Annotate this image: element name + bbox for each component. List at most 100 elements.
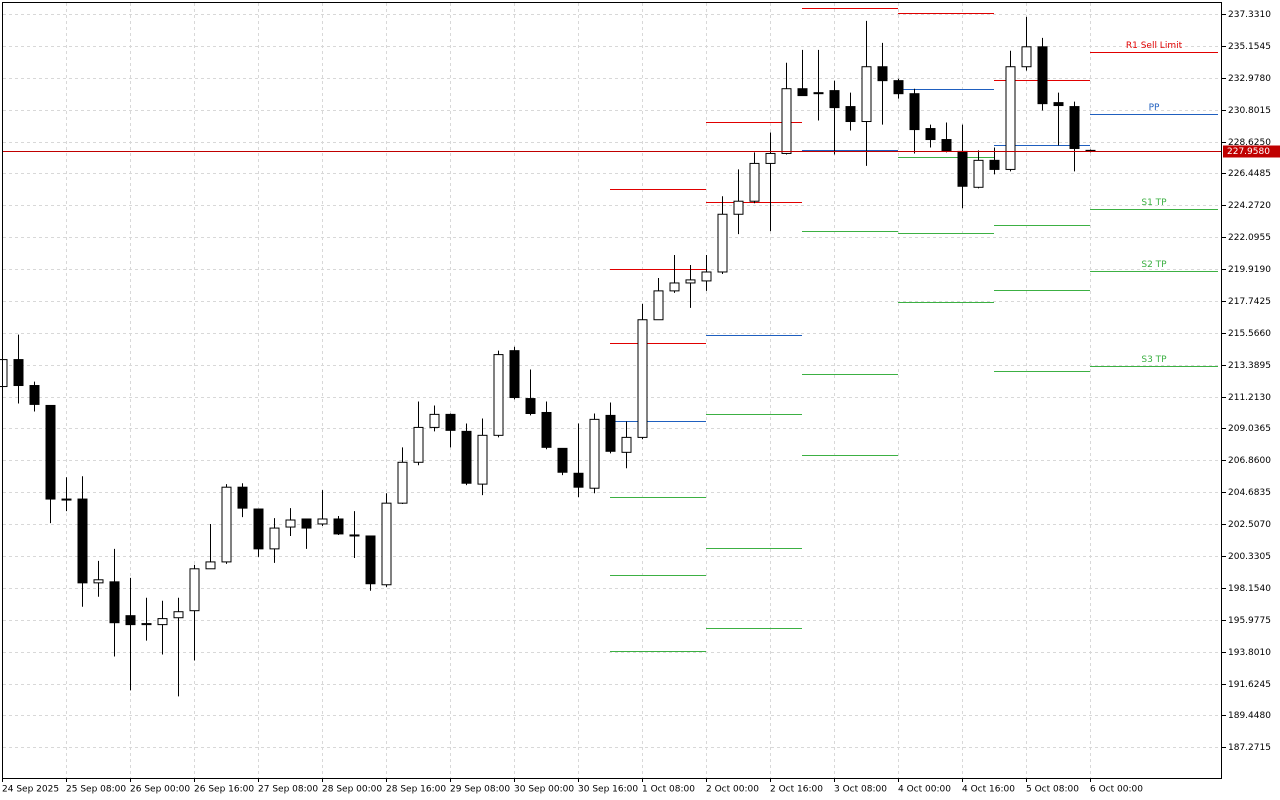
candle-body [765, 152, 776, 164]
candle-body [61, 498, 72, 501]
y-tick-label: 230.8015 [1228, 106, 1271, 116]
candle-body [445, 413, 456, 431]
candle-body [477, 434, 488, 485]
candle-body [925, 128, 936, 141]
y-tick-label: 204.6835 [1228, 488, 1271, 498]
candle-body [1021, 46, 1032, 68]
y-tick-label: 211.2130 [1228, 393, 1271, 403]
candle-body [237, 486, 248, 509]
candle-body [557, 447, 568, 473]
candle-body [541, 411, 552, 448]
y-tick-label: 200.3305 [1228, 552, 1271, 562]
candle-body [141, 623, 152, 626]
x-tick-label: 2 Oct 00:00 [706, 785, 759, 795]
candle-body [653, 290, 664, 321]
candle-body [621, 436, 632, 453]
y-tick-label: 213.3895 [1228, 361, 1271, 371]
candle-body [397, 461, 408, 504]
y-tick-label: 217.7425 [1228, 297, 1271, 307]
candle-body [285, 519, 296, 528]
candle-body [669, 282, 680, 292]
y-tick-label: 215.5660 [1228, 329, 1271, 339]
current-price-box [1223, 145, 1280, 158]
current-price-label: 227.9580 [1227, 147, 1270, 157]
x-tick-label: 6 Oct 00:00 [1090, 785, 1143, 795]
y-tick-label: 224.2720 [1228, 201, 1271, 211]
candle-body [1037, 46, 1048, 105]
y-tick-label: 198.1540 [1228, 584, 1271, 594]
pivot-line-label: PP [1149, 103, 1160, 113]
candle-body [365, 535, 376, 585]
x-tick-label: 3 Oct 08:00 [834, 785, 887, 795]
candle-body [589, 418, 600, 489]
candle-body [637, 319, 648, 438]
candle-body [973, 159, 984, 188]
candle-body [45, 404, 56, 500]
support-line-label: S3 TP [1141, 355, 1167, 365]
x-tick-label: 26 Sep 16:00 [194, 785, 254, 795]
candle-body [221, 486, 232, 563]
y-tick-label: 237.3310 [1228, 10, 1271, 20]
candle-body [0, 359, 8, 388]
y-tick-label: 193.8010 [1228, 648, 1271, 658]
y-tick-label: 226.4485 [1228, 169, 1271, 179]
candle-body [77, 498, 88, 584]
candle-body [877, 66, 888, 82]
candle-body [573, 472, 584, 488]
x-tick-label: 4 Oct 00:00 [898, 785, 951, 795]
candle-body [861, 66, 872, 123]
x-tick-label: 25 Sep 08:00 [66, 785, 126, 795]
candle-body [893, 80, 904, 95]
candle-body [685, 279, 696, 284]
y-tick-label: 219.9190 [1228, 265, 1271, 275]
y-tick-label: 232.9780 [1228, 74, 1271, 84]
y-tick-label: 202.5070 [1228, 520, 1271, 530]
candle-body [813, 92, 824, 95]
candle-body [349, 534, 360, 537]
candle-body [29, 385, 40, 405]
support-line-label: S1 TP [1141, 198, 1167, 208]
candle-body [509, 350, 520, 399]
candle-body [909, 93, 920, 131]
x-tick-label: 28 Sep 16:00 [386, 785, 446, 795]
y-tick-label: 228.6250 [1228, 138, 1271, 148]
x-tick-label: 29 Sep 08:00 [450, 785, 510, 795]
candle-body [413, 426, 424, 463]
y-tick-label: 187.2715 [1228, 743, 1271, 753]
x-tick-label: 30 Sep 16:00 [578, 785, 638, 795]
x-tick-label: 4 Oct 16:00 [962, 785, 1015, 795]
candle-body [269, 527, 280, 550]
x-tick-label: 26 Sep 00:00 [130, 785, 190, 795]
candle-body [381, 502, 392, 586]
y-tick-label: 191.6245 [1228, 680, 1271, 690]
candle-body [93, 579, 104, 584]
candle-body [109, 581, 120, 624]
candle-body [717, 213, 728, 273]
candle-body [605, 414, 616, 452]
x-tick-label: 2 Oct 16:00 [770, 785, 823, 795]
candle-body [1053, 102, 1064, 107]
candle-body [189, 568, 200, 612]
support-line-label: S2 TP [1141, 260, 1167, 270]
x-tick-label: 30 Sep 00:00 [514, 785, 574, 795]
y-tick-label: 189.4480 [1228, 711, 1271, 721]
candle-body [173, 611, 184, 619]
candle-body [333, 518, 344, 535]
candle-body [829, 90, 840, 109]
candle-body [941, 139, 952, 152]
plot-frame [2, 2, 1222, 779]
candle-body [493, 354, 504, 436]
x-tick-label: 1 Oct 08:00 [642, 785, 695, 795]
y-tick-label: 209.0365 [1228, 424, 1271, 434]
candle-body [845, 106, 856, 123]
candle-body [797, 88, 808, 97]
candle-body [205, 561, 216, 570]
resistance-line-label: R1 Sell Limit [1126, 41, 1183, 51]
candle-body [1005, 66, 1016, 170]
x-tick-label: 24 Sep 2025 [2, 785, 59, 795]
y-tick-label: 195.9775 [1228, 616, 1271, 626]
candle-body [429, 413, 440, 428]
candle-body [1069, 106, 1080, 149]
candle-body [317, 518, 328, 525]
